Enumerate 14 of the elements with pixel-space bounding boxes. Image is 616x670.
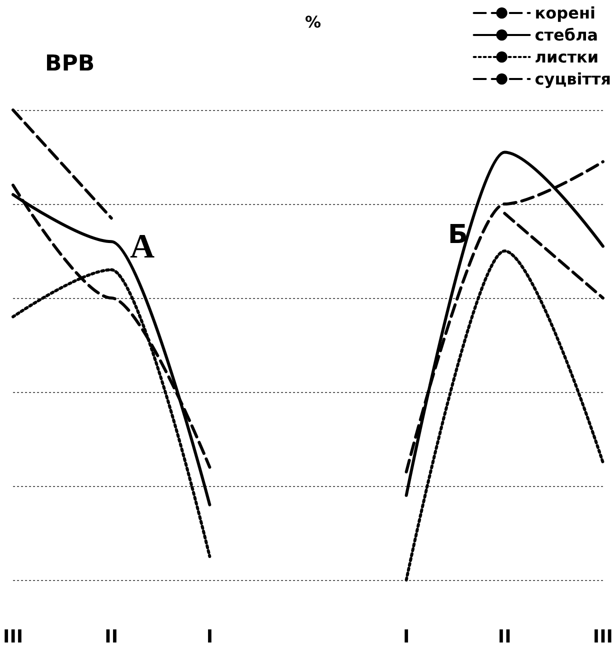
legend-label: суцвіття — [534, 70, 611, 88]
x-tick-label: I — [206, 626, 214, 648]
x-tick-label: II — [498, 626, 512, 648]
y-axis-title: % — [305, 12, 322, 32]
chart-title: ВРВ — [45, 52, 95, 76]
x-tick-label: II — [104, 626, 118, 648]
legend-label: стебла — [534, 26, 598, 44]
annotation: Б — [448, 220, 468, 250]
legend-label: листки — [534, 48, 599, 66]
legend-label: корені — [534, 4, 596, 22]
x-tick-label: III — [3, 626, 24, 648]
annotation: А — [130, 228, 155, 266]
x-tick-label: I — [402, 626, 410, 648]
x-tick-label: III — [592, 626, 613, 648]
